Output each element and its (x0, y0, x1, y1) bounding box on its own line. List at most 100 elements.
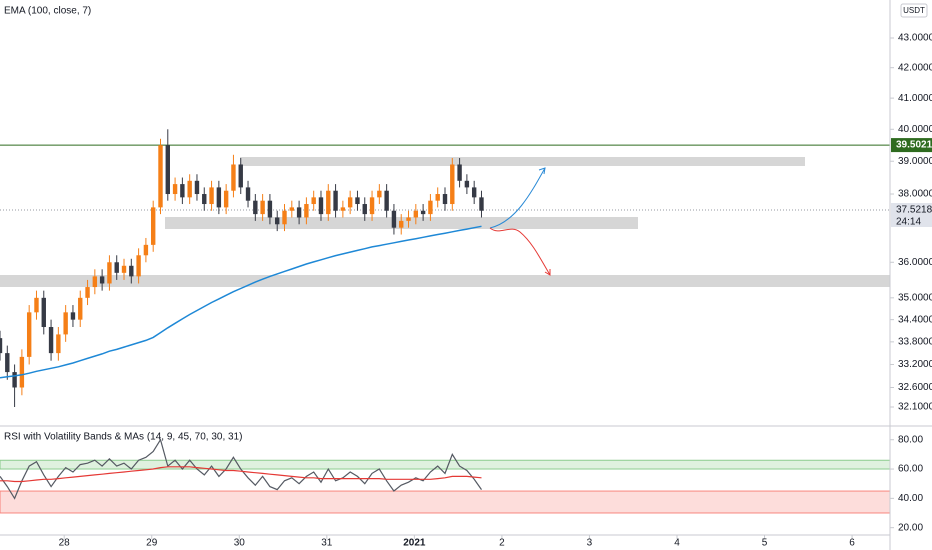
indicator-line (0, 438, 482, 500)
y-tick-label: 60.00 (898, 464, 923, 475)
candle-body (41, 297, 46, 328)
currency-box[interactable] (900, 3, 928, 18)
candle-body (194, 180, 200, 195)
candle-body (180, 184, 185, 198)
candle-body (12, 372, 17, 388)
indicator-line (0, 466, 482, 483)
candle-body (471, 187, 477, 198)
candle-body (223, 190, 229, 208)
arrow-head (544, 269, 551, 276)
x-tick-label: 3 (587, 538, 593, 549)
y-tick-label: 40.0000 (898, 124, 932, 135)
y-tick-label: 39.0000 (898, 156, 932, 167)
countdown: 24:14 (896, 217, 921, 228)
x-tick-label: 2021 (403, 538, 426, 549)
overbought-zone (0, 459, 891, 470)
candle-body (311, 197, 316, 205)
candle-body (56, 334, 61, 354)
y-tick-label: 36.0000 (898, 257, 932, 268)
candle-body (442, 194, 448, 205)
y-tick-label: 20.00 (898, 522, 923, 533)
candle-body (209, 187, 214, 205)
y-tick-label: 40.00 (898, 493, 923, 504)
candle-body (99, 276, 105, 284)
candle-body (238, 164, 243, 188)
projection-arrows (489, 167, 551, 276)
arrow-head (538, 167, 546, 175)
candle-body (63, 312, 68, 335)
candle-body (114, 262, 119, 273)
last-price-box (891, 203, 932, 228)
y-tick-label: 32.1000 (898, 402, 932, 413)
x-tick-label: 2 (499, 538, 505, 549)
y-tick-label: 41.0000 (898, 93, 932, 104)
x-tick-label: 28 (59, 538, 71, 549)
candle-body (92, 276, 98, 288)
candle-body (19, 356, 25, 388)
indicator-label: RSI with Volatility Bands & MAs (14, 9, … (4, 432, 242, 443)
candle-body (216, 187, 222, 208)
candle-body (450, 164, 455, 205)
candle-body (391, 210, 397, 228)
y-tick-label: 38.0000 (898, 189, 932, 200)
candle-body (282, 210, 287, 225)
y-tick-label: 43.0000 (898, 33, 932, 44)
ema-line (0, 225, 482, 379)
candle-body (70, 312, 76, 320)
candle-body (289, 207, 295, 211)
candle-body (34, 297, 39, 313)
candle-body (479, 197, 484, 211)
candle-body (296, 207, 302, 218)
legend-label: EMA (100, close, 7) (4, 6, 91, 17)
candle-body (187, 180, 192, 198)
candle-body (78, 297, 83, 320)
y-tick-label: 80.00 (898, 434, 923, 445)
candle-body (399, 220, 404, 228)
candle-body (260, 200, 265, 215)
y-tick-label: 35.0000 (898, 292, 932, 303)
candle-body (333, 190, 338, 211)
candle-body (107, 262, 112, 284)
candle-body (275, 217, 280, 225)
candle-body (304, 204, 309, 218)
candle-body (48, 327, 54, 354)
bearish-arrow (489, 227, 551, 276)
candle-body (435, 194, 440, 201)
resistance-zone (240, 157, 805, 166)
candle-body (165, 145, 170, 195)
candle-body (136, 255, 141, 277)
candle-body (318, 197, 324, 215)
candle-body (355, 197, 360, 205)
x-tick-label: 29 (146, 538, 158, 549)
candle-body (362, 204, 367, 215)
x-tick-label: 5 (762, 538, 768, 549)
candle-body (0, 338, 3, 354)
candle-body (340, 207, 346, 211)
oversold-zone (0, 490, 891, 514)
candle-body (464, 180, 470, 188)
x-tick-label: 6 (849, 538, 855, 549)
candle-body (143, 244, 149, 256)
candle-body (172, 184, 178, 195)
candle-body (150, 207, 156, 245)
candle-body (384, 190, 389, 211)
y-tick-label: 34.4000 (898, 314, 932, 325)
candle-body (129, 265, 134, 277)
bullish-arrow (489, 167, 546, 229)
y-tick-label: 33.8000 (898, 337, 932, 348)
x-tick-label: 4 (674, 538, 680, 549)
candle-body (413, 210, 419, 218)
candle-body (26, 312, 32, 357)
candle-body (231, 164, 236, 191)
last-price-label: 37.5218 (896, 205, 932, 216)
candle-body (347, 197, 353, 208)
currency: USDT (903, 6, 925, 15)
candle-body (121, 265, 127, 273)
candle-body (158, 145, 163, 208)
level-label-box (891, 138, 932, 153)
candle-body (253, 200, 258, 215)
lower-zone (0, 275, 890, 287)
candle-body (245, 187, 251, 201)
candle-body (406, 217, 411, 221)
